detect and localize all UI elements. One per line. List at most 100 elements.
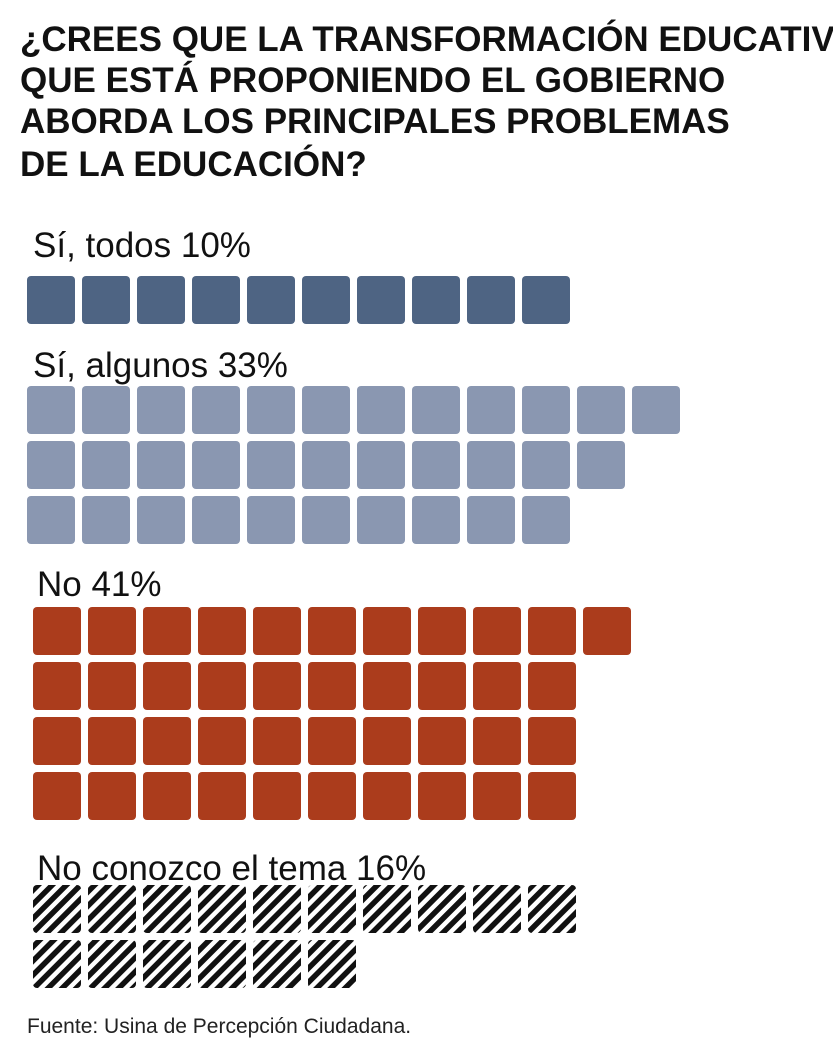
waffle-square	[577, 441, 625, 489]
waffle-square	[412, 386, 460, 434]
waffle-square	[27, 441, 75, 489]
waffle-square	[473, 717, 521, 765]
waffle-square	[308, 607, 356, 655]
category-label: No 41%	[37, 565, 162, 604]
waffle-square	[143, 885, 191, 933]
title-line-1: ¿CREES QUE LA TRANSFORMACIÓN EDUCATIVA	[20, 19, 833, 59]
waffle-square	[143, 607, 191, 655]
waffle-square	[82, 276, 130, 324]
waffle-square	[577, 386, 625, 434]
waffle-square	[522, 441, 570, 489]
waffle-square	[363, 717, 411, 765]
waffle-square	[473, 607, 521, 655]
waffle-square	[247, 496, 295, 544]
waffle-square	[198, 940, 246, 988]
waffle-square	[357, 496, 405, 544]
waffle-square	[528, 717, 576, 765]
waffle-square	[192, 276, 240, 324]
waffle-square	[88, 607, 136, 655]
waffle-square	[198, 662, 246, 710]
waffle-square	[357, 441, 405, 489]
waffle-square	[363, 607, 411, 655]
waffle-square	[583, 607, 631, 655]
waffle-square	[418, 607, 466, 655]
chart-title: ¿CREES QUE LA TRANSFORMACIÓN EDUCATIVA Q…	[20, 19, 833, 184]
waffle-square	[253, 940, 301, 988]
category-group-4: No conozco el tema 16%	[33, 849, 576, 988]
title-line-2: QUE ESTÁ PROPONIENDO EL GOBIERNO	[20, 60, 725, 100]
source-note: Fuente: Usina de Percepción Ciudadana.	[27, 1015, 411, 1038]
waffle-square	[418, 885, 466, 933]
waffle-square	[308, 940, 356, 988]
waffle-square	[528, 885, 576, 933]
waffle-square	[363, 885, 411, 933]
waffle-square	[467, 496, 515, 544]
waffle-square	[302, 276, 350, 324]
waffle-square	[308, 662, 356, 710]
waffle-square	[33, 772, 81, 820]
waffle-square	[467, 276, 515, 324]
waffle-square	[143, 717, 191, 765]
waffle-square	[418, 772, 466, 820]
waffle-square	[308, 885, 356, 933]
waffle-square	[192, 386, 240, 434]
waffle-square	[88, 662, 136, 710]
waffle-square	[302, 441, 350, 489]
waffle-square	[33, 717, 81, 765]
waffle-square	[82, 386, 130, 434]
waffle-square	[143, 662, 191, 710]
category-label: Sí, algunos 33%	[33, 346, 288, 385]
waffle-square	[302, 386, 350, 434]
waffle-square	[33, 662, 81, 710]
waffle-square	[33, 607, 81, 655]
waffle-square	[418, 717, 466, 765]
waffle-square	[198, 885, 246, 933]
waffle-square	[82, 496, 130, 544]
waffle-square	[33, 885, 81, 933]
waffle-square	[88, 940, 136, 988]
waffle-square	[412, 496, 460, 544]
category-label: No conozco el tema 16%	[37, 849, 426, 888]
waffle-square	[33, 940, 81, 988]
waffle-square	[308, 717, 356, 765]
waffle-square	[198, 607, 246, 655]
category-label: Sí, todos 10%	[33, 226, 251, 265]
waffle-square	[253, 772, 301, 820]
waffle-square	[412, 441, 460, 489]
waffle-square	[192, 441, 240, 489]
waffle-square	[302, 496, 350, 544]
waffle-square	[88, 885, 136, 933]
waffle-square	[308, 772, 356, 820]
waffle-square	[357, 386, 405, 434]
category-group-3: No 41%	[33, 565, 631, 820]
waffle-square	[528, 607, 576, 655]
waffle-square	[253, 662, 301, 710]
waffle-square	[247, 386, 295, 434]
waffle-square	[198, 717, 246, 765]
waffle-square	[27, 276, 75, 324]
waffle-square	[363, 662, 411, 710]
waffle-square	[632, 386, 680, 434]
waffle-square	[522, 496, 570, 544]
waffle-square	[473, 885, 521, 933]
waffle-square	[137, 386, 185, 434]
waffle-square	[27, 386, 75, 434]
waffle-square	[253, 607, 301, 655]
category-group-1: Sí, todos 10%	[27, 226, 570, 324]
waffle-square	[467, 441, 515, 489]
waffle-square	[88, 772, 136, 820]
waffle-square	[522, 276, 570, 324]
waffle-square	[253, 885, 301, 933]
waffle-square	[473, 772, 521, 820]
waffle-square	[137, 276, 185, 324]
waffle-square	[192, 496, 240, 544]
waffle-square	[143, 772, 191, 820]
waffle-square	[528, 772, 576, 820]
waffle-square	[253, 717, 301, 765]
waffle-square	[247, 441, 295, 489]
waffle-square	[522, 386, 570, 434]
waffle-square	[412, 276, 460, 324]
waffle-square	[357, 276, 405, 324]
waffle-square	[467, 386, 515, 434]
